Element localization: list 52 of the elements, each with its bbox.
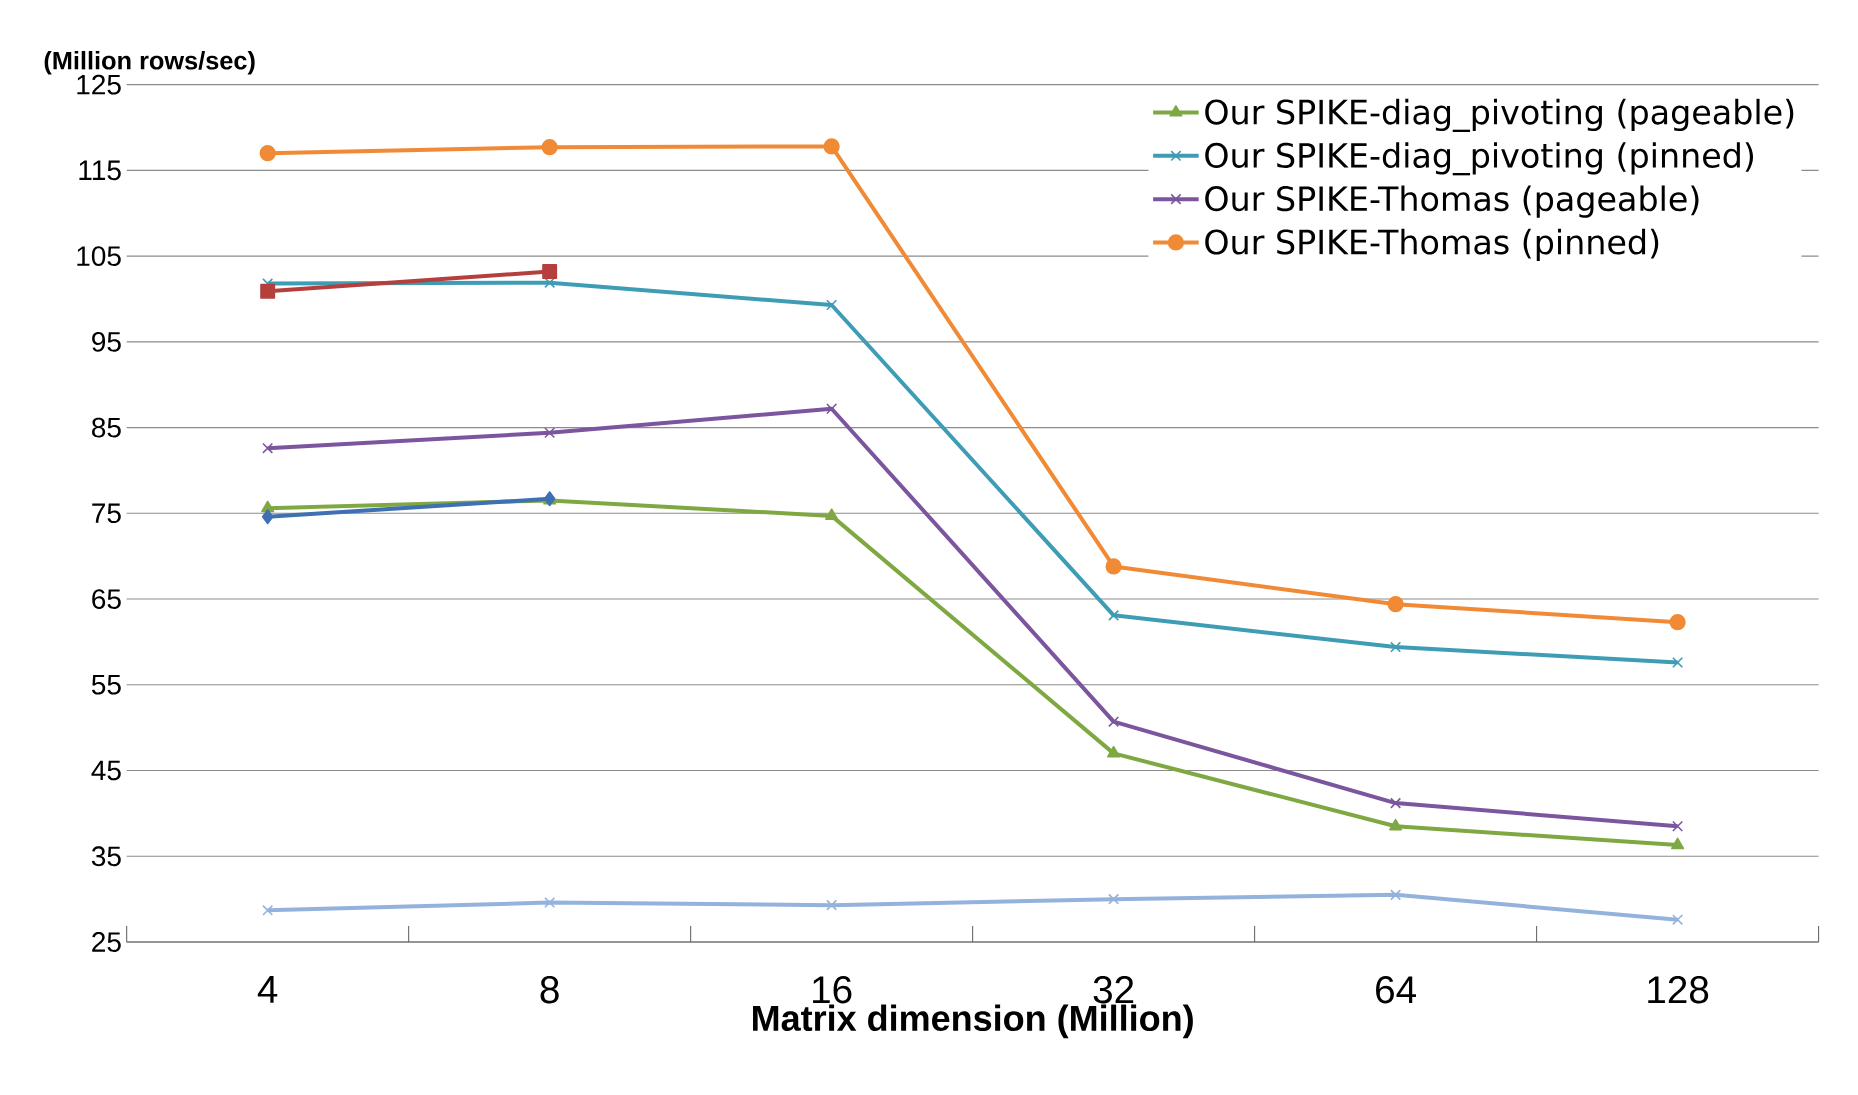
y-tick-label: 115 bbox=[79, 160, 121, 181]
y-tick-label: 65 bbox=[92, 589, 121, 609]
y-tick-label: 25 bbox=[92, 932, 121, 952]
point bbox=[823, 138, 840, 155]
point bbox=[261, 509, 274, 525]
point bbox=[1390, 797, 1402, 809]
point bbox=[542, 264, 558, 280]
y-tick-label: 35 bbox=[91, 846, 121, 867]
legend-label: Our SPIKE-Thomas (pageable) bbox=[1205, 185, 1699, 218]
point bbox=[826, 899, 838, 911]
x-tick-label: 32 bbox=[1093, 976, 1134, 1004]
y-tick-label: 105 bbox=[77, 246, 121, 267]
y-tick-label: 55 bbox=[91, 675, 121, 695]
point bbox=[1108, 716, 1120, 728]
point bbox=[825, 508, 839, 521]
legend-label: Our SPIKE-diag_pivoting (pageable) bbox=[1205, 98, 1794, 133]
point bbox=[262, 442, 274, 454]
x-tick-label: 4 bbox=[257, 976, 278, 1003]
x-tick-label: 128 bbox=[1648, 976, 1709, 1004]
point bbox=[1108, 893, 1120, 905]
point bbox=[259, 145, 276, 162]
point bbox=[1390, 641, 1402, 653]
point bbox=[1672, 820, 1684, 832]
point bbox=[1108, 609, 1120, 621]
x-tick-label: 16 bbox=[813, 976, 852, 1004]
point bbox=[262, 904, 274, 916]
point bbox=[1672, 656, 1684, 669]
y-tick-label: 85 bbox=[92, 417, 121, 438]
point bbox=[1389, 818, 1403, 831]
point bbox=[826, 299, 838, 311]
x-axis-title: Matrix dimension (Million) bbox=[753, 1004, 1193, 1039]
point bbox=[1390, 889, 1402, 901]
point bbox=[544, 427, 556, 439]
y-axis-title: (Million rows/sec) bbox=[44, 50, 255, 75]
point bbox=[826, 403, 838, 415]
point bbox=[1669, 614, 1686, 631]
legend-label: Our SPIKE-Thomas (pinned) bbox=[1205, 228, 1659, 262]
x-tick-label: 64 bbox=[1376, 976, 1416, 1004]
y-tick-label: 75 bbox=[92, 503, 121, 524]
legend-label: Our SPIKE-diag_pivoting (pinned) bbox=[1205, 142, 1754, 176]
x-tick-label: 8 bbox=[540, 976, 559, 1004]
point bbox=[544, 897, 556, 909]
point bbox=[1672, 914, 1684, 926]
point bbox=[1671, 837, 1685, 850]
point bbox=[260, 283, 276, 299]
y-tick-label: 125 bbox=[77, 74, 121, 95]
point bbox=[1387, 596, 1404, 613]
y-tick-label: 95 bbox=[92, 331, 121, 352]
point bbox=[1105, 558, 1122, 575]
y-tick-label: 45 bbox=[91, 760, 121, 781]
point bbox=[1107, 745, 1121, 758]
point bbox=[541, 139, 558, 156]
